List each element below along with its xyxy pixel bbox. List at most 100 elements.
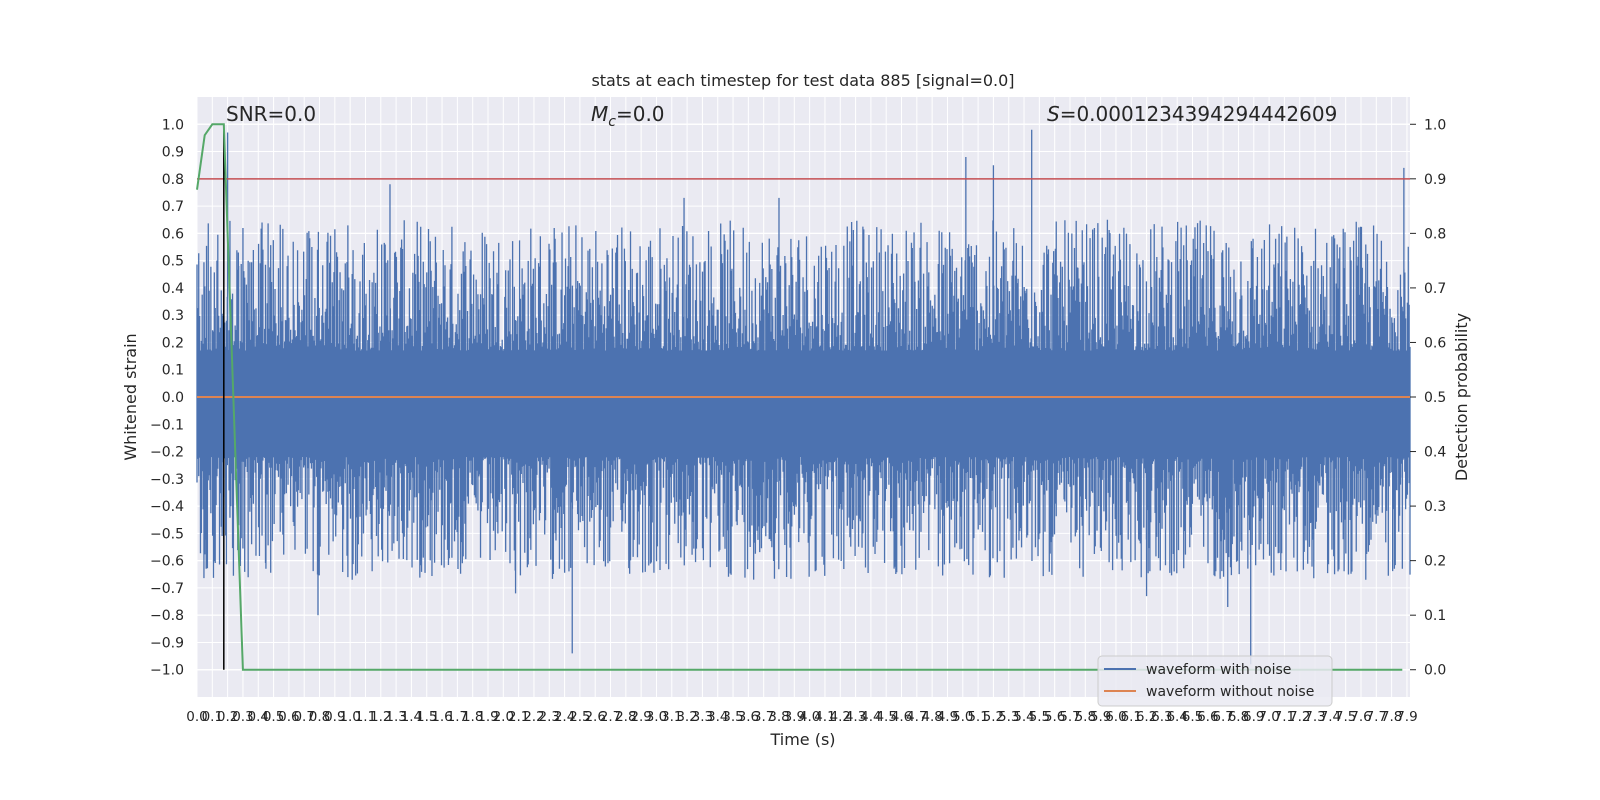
legend-label-clean: waveform without noise	[1146, 684, 1314, 700]
y-tick-label: −0.2	[150, 445, 184, 461]
x-tick-label: 3.1	[661, 709, 682, 725]
x-tick-label: 1.2	[370, 709, 391, 725]
x-tick-label: 5.1	[967, 709, 988, 725]
x-tick-label: 1.0	[339, 709, 360, 725]
y-tick-label: 0.5	[162, 254, 184, 270]
x-tick-label: 6.7	[1212, 709, 1233, 725]
x-tick-label: 0.6	[278, 709, 299, 725]
x-tick-label: 5.9	[1090, 709, 1111, 725]
right-y-tick-label: 0.1	[1424, 608, 1446, 624]
y-tick-label: 0.7	[162, 199, 184, 215]
y-tick-label: −0.7	[150, 581, 184, 597]
x-tick-label: 5.2	[983, 709, 1004, 725]
x-tick-label: 6.1	[1121, 709, 1142, 725]
y-tick-label: 0.4	[162, 281, 184, 297]
y-tick-label: 0.8	[162, 172, 184, 188]
x-tick-label: 6.6	[1197, 709, 1218, 725]
x-tick-label: 2.5	[569, 709, 590, 725]
legend: waveform with noise waveform without noi…	[1097, 655, 1333, 707]
chirp-mass-value: =0.0	[616, 102, 665, 126]
y-tick-label: 0.0	[162, 390, 184, 406]
x-tick-label: 3.3	[692, 709, 713, 725]
right-y-tick-labels: 1.0 0.9 0.8 0.7 0.6 0.5 0.4 0.3 0.2 0.1 0.0	[1410, 117, 1446, 679]
x-tick-label: 2.4	[554, 709, 575, 725]
y-tick-label: 0.2	[162, 335, 184, 351]
x-tick-label: 2.9	[630, 709, 651, 725]
x-tick-label: 2.2	[523, 709, 544, 725]
x-tick-label: 7.0	[1258, 709, 1279, 725]
x-tick-label: 1.4	[401, 709, 422, 725]
chirp-mass-annotation: Mc=0.0	[591, 102, 665, 130]
x-tick-label: 5.8	[1075, 709, 1096, 725]
x-tick-label: 2.8	[615, 709, 636, 725]
right-y-tick-label: 0.5	[1424, 390, 1446, 406]
x-tick-label: 6.2	[1136, 709, 1157, 725]
chirp-mass-subscript: c	[608, 114, 616, 130]
x-tick-label: 1.7	[447, 709, 468, 725]
x-tick-label: 7.5	[1335, 709, 1356, 725]
x-tick-label: 2.6	[584, 709, 605, 725]
stat-value: =0.0001234394294442609	[1060, 102, 1338, 126]
right-y-tick-label: 0.6	[1424, 335, 1446, 351]
x-tick-label: 7.6	[1350, 709, 1371, 725]
x-tick-label: 3.4	[707, 709, 728, 725]
y-tick-label: 1.0	[162, 117, 184, 133]
x-tick-label: 6.8	[1228, 709, 1249, 725]
y-tick-label: −0.9	[150, 635, 184, 651]
x-tick-label: 3.9	[784, 709, 805, 725]
x-tick-label: 2.3	[539, 709, 560, 725]
x-tick-label: 7.2	[1289, 709, 1310, 725]
snr-annotation: SNR=0.0	[226, 102, 316, 126]
x-tick-label: 1.1	[355, 709, 376, 725]
x-tick-label: 3.2	[676, 709, 697, 725]
right-y-tick-label: 1.0	[1424, 117, 1446, 133]
x-tick-label: 0.5	[263, 709, 284, 725]
x-tick-label: 3.8	[768, 709, 789, 725]
chirp-mass-symbol: M	[591, 102, 608, 126]
x-tick-label: 0.4	[248, 709, 269, 725]
waveform-with-noise-series	[196, 129, 1411, 665]
x-tick-label: 5.4	[1013, 709, 1034, 725]
x-tick-label: 2.1	[508, 709, 529, 725]
x-tick-label: 1.6	[431, 709, 452, 725]
y-tick-label: −1.0	[150, 663, 184, 679]
x-tick-label: 3.6	[738, 709, 759, 725]
left-y-tick-labels: 1.0 0.9 0.8 0.7 0.6 0.5 0.4 0.3 0.2 0.1 0.0 −0.1 −0.…	[150, 117, 184, 678]
x-tick-label: 7.4	[1320, 709, 1341, 725]
x-tick-label: 5.5	[1029, 709, 1050, 725]
y-tick-label: 0.9	[162, 145, 184, 161]
detection-probability-line	[196, 123, 1403, 671]
y-tick-label: 0.1	[162, 363, 184, 379]
x-tick-label: 7.1	[1274, 709, 1295, 725]
x-tick-label: 7.9	[1396, 709, 1417, 725]
chart-title: stats at each timestep for test data 885…	[591, 71, 1014, 90]
x-tick-label: 1.3	[385, 709, 406, 725]
noise-strokes	[196, 129, 1411, 665]
x-tick-label: 0.9	[324, 709, 345, 725]
x-tick-label: 7.7	[1366, 709, 1387, 725]
left-y-axis-label: Whitened strain	[121, 333, 140, 460]
x-tick-label: 6.0	[1105, 709, 1126, 725]
x-tick-label: 3.5	[722, 709, 743, 725]
x-tick-label: 4.8	[921, 709, 942, 725]
legend-box	[1097, 655, 1333, 707]
x-tick-label: 1.8	[462, 709, 483, 725]
x-tick-label: 5.3	[998, 709, 1019, 725]
y-tick-label: −0.1	[150, 417, 184, 433]
stat-symbol: S	[1047, 102, 1060, 126]
right-y-axis-label: Detection probability	[1452, 313, 1471, 481]
legend-label-noise: waveform with noise	[1146, 662, 1291, 678]
x-tick-label: 4.2	[830, 709, 851, 725]
x-tick-label: 4.3	[845, 709, 866, 725]
x-tick-label: 7.8	[1381, 709, 1402, 725]
x-tick-label: 0.7	[293, 709, 314, 725]
x-tick-labels: 0.00.10.20.30.40.50.60.70.80.91.01.11.21…	[186, 709, 1417, 725]
x-tick-label: 2.0	[493, 709, 514, 725]
y-tick-label: −0.8	[150, 608, 184, 624]
x-tick-label: 5.7	[1059, 709, 1080, 725]
x-tick-label: 4.0	[799, 709, 820, 725]
x-tick-label: 0.0	[186, 709, 207, 725]
right-y-tick-label: 0.9	[1424, 172, 1446, 188]
y-tick-label: −0.3	[150, 472, 184, 488]
